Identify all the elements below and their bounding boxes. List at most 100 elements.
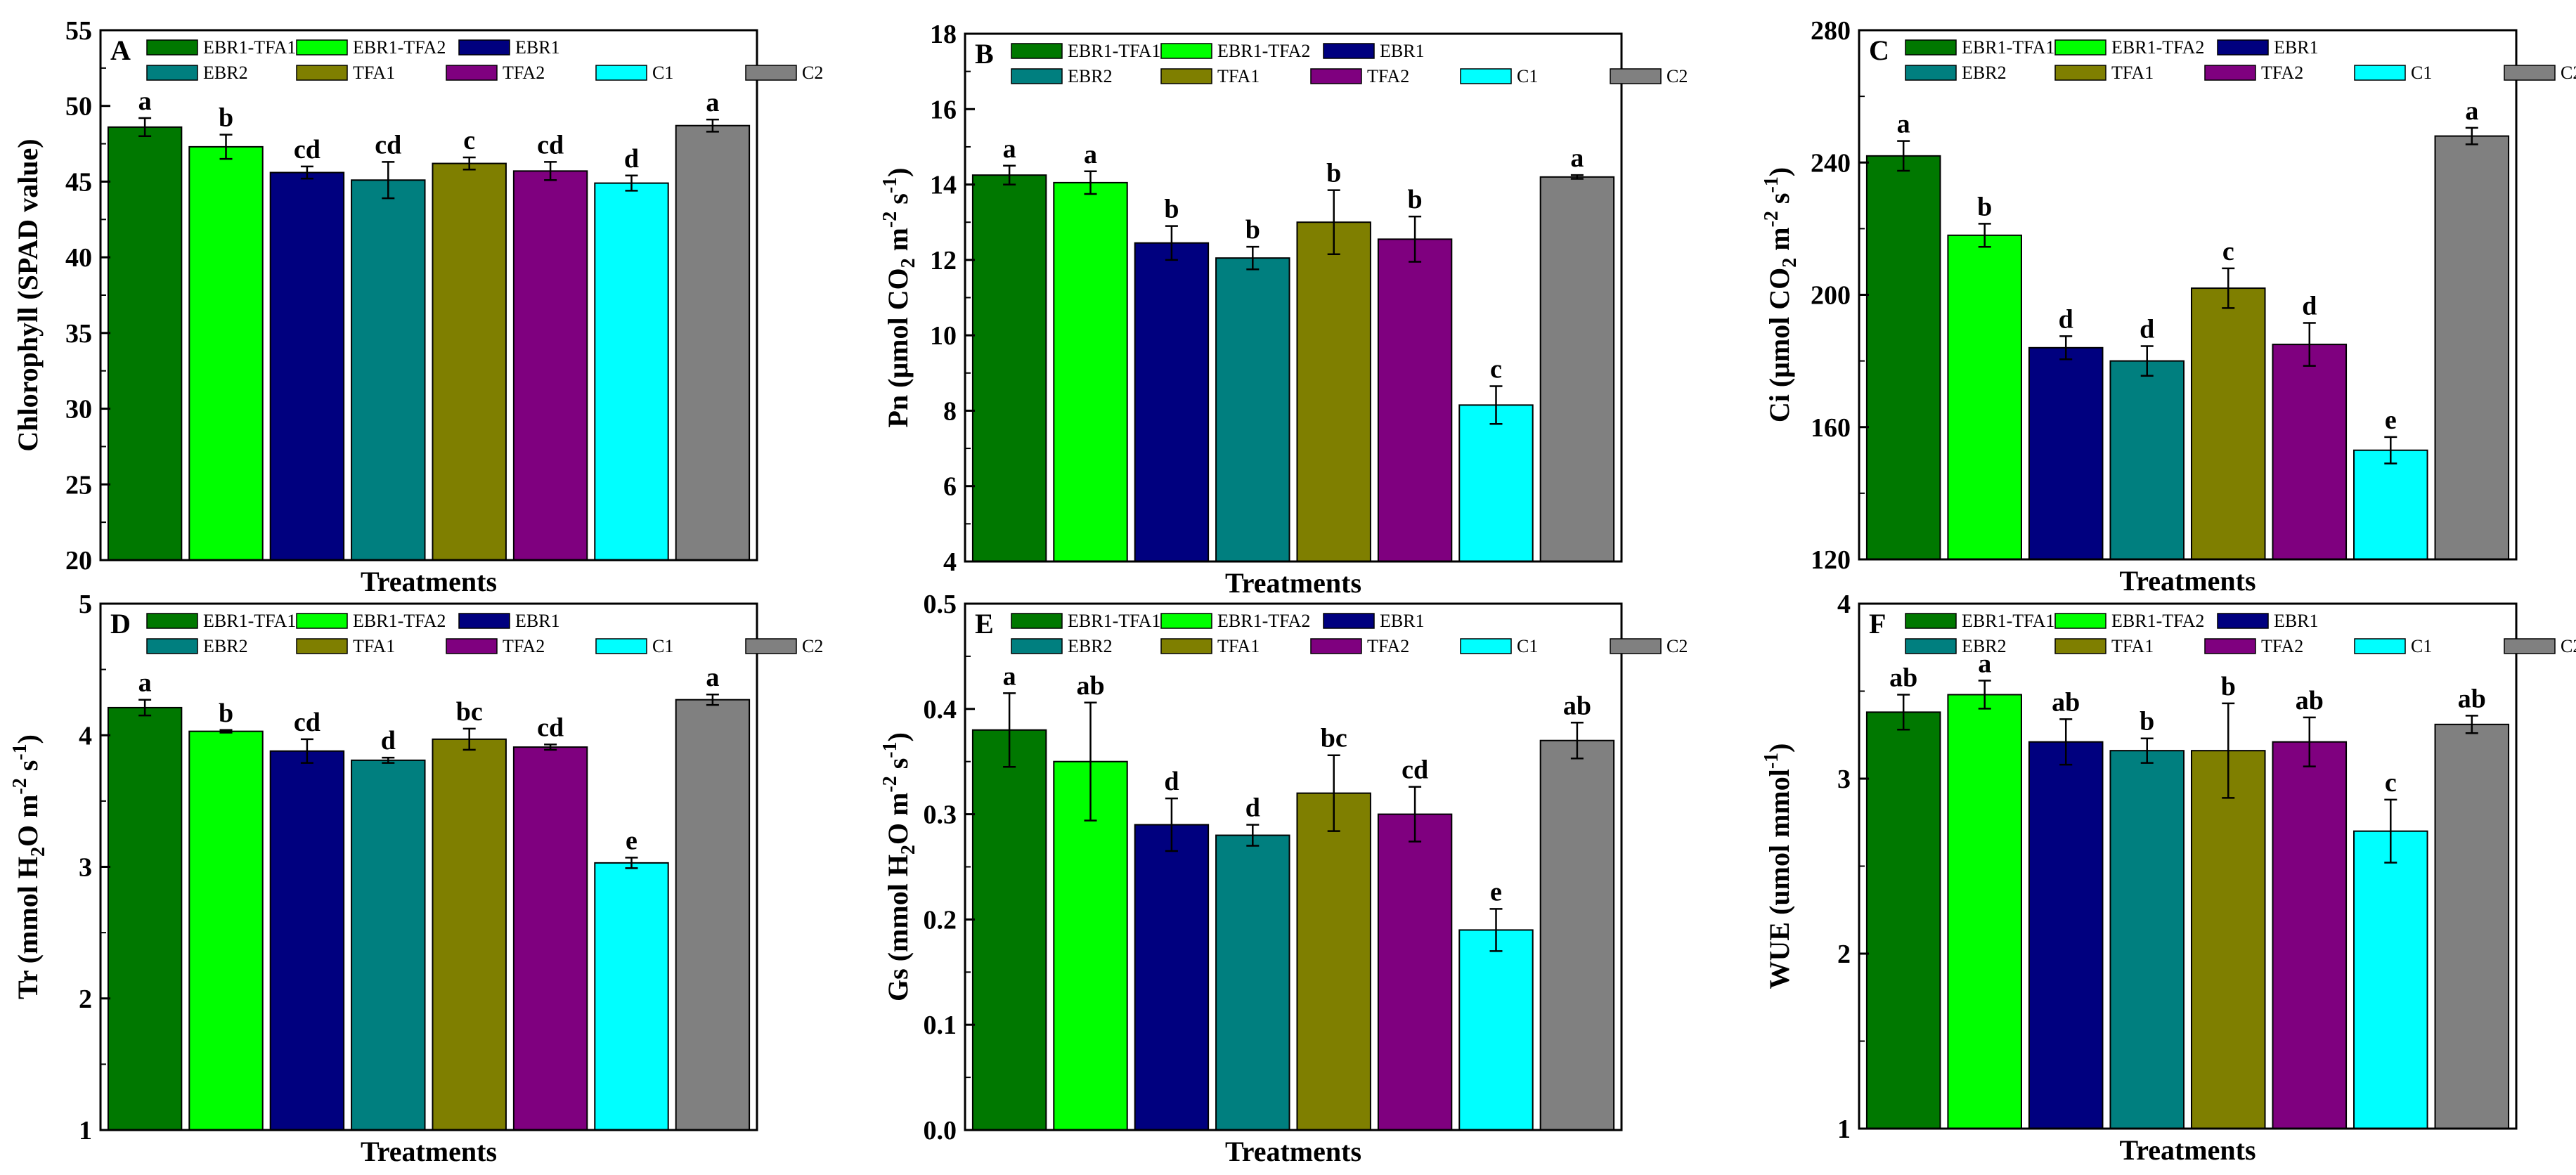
y-tick-label: 4	[943, 547, 957, 577]
legend-swatch	[1160, 613, 1212, 629]
error-bar	[2384, 798, 2397, 864]
bar	[1458, 404, 1534, 562]
legend-swatch	[1905, 65, 1957, 81]
legend-label: EBR1	[1380, 41, 1425, 61]
y-tick-label: 200	[1811, 281, 1851, 311]
x-axis-label: Treatments	[2119, 1134, 2255, 1166]
error-bar	[1327, 189, 1340, 256]
y-axis-label: Chlorophyll (SPAD value)	[12, 138, 44, 451]
error-bar	[706, 693, 719, 706]
legend-label: EBR1-TFA2	[353, 37, 446, 58]
significance-letter: d	[1245, 793, 1260, 823]
legend-label: EBR1-TFA1	[1962, 37, 2054, 58]
legend-swatch	[1160, 68, 1212, 84]
y-tick-label: 0.1	[924, 1011, 957, 1040]
error-bar	[1489, 385, 1503, 425]
bar	[1865, 711, 1941, 1129]
bar	[675, 699, 751, 1131]
bar	[1134, 242, 1210, 562]
legend-label: EBR2	[203, 636, 248, 656]
y-tick-label: 4	[79, 721, 92, 751]
y-axis-label: Tr (mmol H2O m-2 s-1)	[9, 734, 49, 999]
x-axis-label: Treatments	[1225, 567, 1361, 599]
significance-letter: a	[1897, 110, 1910, 139]
y-tick-label: 1	[1837, 1115, 1851, 1144]
bar	[1296, 792, 1371, 1131]
legend-label: TFA2	[503, 636, 545, 656]
bar	[1296, 221, 1371, 562]
significance-letter: b	[1326, 159, 1341, 188]
bar	[2353, 830, 2428, 1129]
y-tick-label: 45	[65, 167, 92, 197]
error-bar	[1084, 701, 1097, 822]
legend-label: C1	[2411, 63, 2432, 83]
y-tick-label: 0.4	[924, 695, 957, 725]
legend-swatch	[1460, 638, 1512, 654]
error-bar	[1409, 215, 1422, 263]
error-bar	[382, 756, 395, 764]
significance-letter: d	[1164, 767, 1179, 796]
error-bar	[138, 117, 152, 138]
significance-letter: d	[381, 726, 396, 755]
error-bar	[625, 174, 638, 192]
significance-letter: b	[2221, 672, 2236, 701]
significance-letter: b	[219, 699, 233, 728]
x-axis-label: Treatments	[361, 1136, 497, 1167]
legend-swatch	[1905, 638, 1957, 654]
significance-letter: b	[219, 103, 233, 133]
bar	[594, 862, 669, 1131]
bar	[2434, 723, 2510, 1130]
bar	[1053, 181, 1128, 562]
y-tick-label: 14	[930, 171, 957, 200]
legend-label: EBR1-TFA2	[353, 611, 446, 631]
bar	[2109, 750, 2185, 1130]
bar	[1947, 694, 2022, 1129]
legend-label: TFA2	[503, 63, 545, 83]
legend-swatch	[146, 65, 198, 81]
y-tick-label: 240	[1811, 148, 1851, 178]
legend-label: TFA1	[1217, 636, 1260, 656]
y-tick-label: 16	[930, 95, 957, 124]
significance-letter: ab	[2052, 687, 2080, 717]
error-bar	[1327, 754, 1340, 832]
legend-swatch	[1160, 638, 1212, 654]
legend-swatch	[1610, 638, 1662, 654]
legend-label: EBR2	[203, 63, 248, 83]
y-tick-label: 5	[79, 590, 92, 619]
error-bar	[2140, 737, 2154, 764]
legend-swatch	[1610, 68, 1662, 84]
legend-swatch	[595, 638, 647, 654]
legend-swatch	[146, 638, 198, 654]
panel-letter: A	[110, 34, 131, 66]
bar	[351, 179, 426, 561]
legend-swatch	[1905, 613, 1957, 629]
significance-letter: a	[138, 86, 152, 116]
significance-letter: d	[2140, 314, 2154, 344]
legend-swatch	[1310, 68, 1362, 84]
y-axis-label: WUE (umol mmol-1)	[1761, 744, 1795, 989]
legend-swatch	[1011, 68, 1063, 84]
legend-label: EBR2	[1962, 63, 2007, 83]
legend-label: TFA1	[353, 63, 395, 83]
error-bar	[1246, 824, 1260, 847]
legend-label: EBR1-TFA2	[2111, 611, 2204, 631]
bar	[269, 750, 345, 1131]
chart-panel-a: a b cd cd c cd d a 20 25 30 35 40 45 50 55 A EBR1-TFA1 EBR…	[12, 16, 823, 597]
legend-label: EBR2	[1962, 636, 2007, 656]
y-tick-label: 120	[1811, 545, 1851, 575]
legend-label: EBR1-TFA2	[1217, 41, 1310, 61]
significance-letter: a	[1003, 134, 1016, 164]
error-bar	[2384, 436, 2397, 465]
panel-letter: D	[110, 608, 131, 640]
bar	[971, 729, 1047, 1131]
legend-swatch	[296, 39, 348, 56]
y-tick-label: 18	[930, 20, 957, 49]
significance-letter: c	[1490, 355, 1502, 384]
legend-swatch	[446, 638, 498, 654]
bar	[675, 124, 751, 561]
bar	[2272, 741, 2348, 1129]
error-bar	[1978, 680, 1991, 710]
legend-swatch	[2217, 613, 2269, 629]
legend-label: EBR1-TFA1	[1068, 41, 1160, 61]
